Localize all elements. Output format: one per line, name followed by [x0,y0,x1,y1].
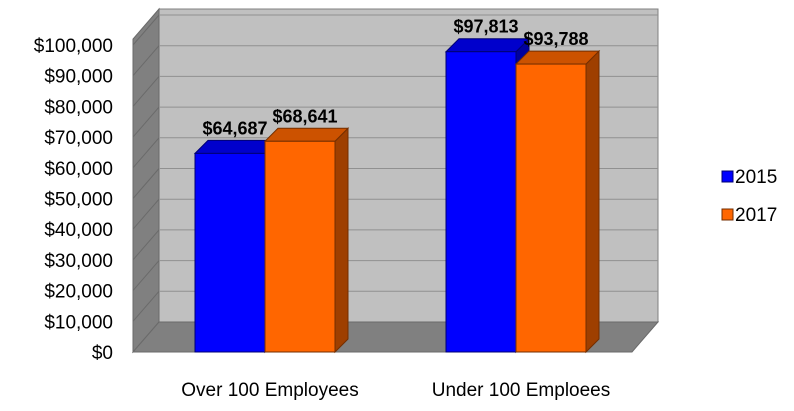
bar-front [445,51,517,353]
gridline-side [132,76,160,107]
legend-swatch [721,208,734,221]
bar-top [444,38,531,53]
legend-label: 2017 [735,205,777,226]
y-tick-label: $40,000 [44,220,113,241]
bar-side [585,49,600,354]
gridline-side [132,168,160,199]
y-tick-label: $30,000 [44,251,113,272]
gridline-side [132,137,160,169]
y-tick-label: $60,000 [44,159,113,180]
x-axis-labels: Over 100 Employees Under 100 Emploees [181,380,610,401]
bar-2017-1 [514,49,601,354]
bar-front [515,63,587,353]
bar-top [263,127,350,142]
gridline-side [132,229,160,261]
data-label: $97,813 [453,17,518,37]
y-tick-label: $10,000 [44,312,113,333]
gridline-side [132,106,160,138]
gridline-side [132,45,160,77]
bar-side [334,127,349,354]
y-tick-label: $50,000 [44,190,113,211]
bar-2017-0 [263,127,350,354]
legend-label: 2015 [735,167,777,188]
data-label: $68,641 [272,106,337,126]
gridline-side [132,198,160,230]
data-label: $64,687 [202,118,267,138]
legend: 2015 2017 [721,167,777,226]
x-tick-label: Under 100 Emploees [432,380,611,401]
y-tick-label: $70,000 [44,128,113,149]
data-label: $93,788 [523,29,588,49]
bars [193,37,601,354]
legend-swatch [721,170,734,183]
bar-front [264,140,336,353]
y-tick-label: $80,000 [44,97,113,118]
gridline-side [132,260,160,291]
data-labels: $64,687$68,641 $97,813$93,788 [202,17,588,139]
y-axis-ticks: $0 $10,000 $20,000 $30,000 $40,000 $50,000 $60… [34,36,113,364]
bar-front [194,152,266,353]
gridline-side [132,14,160,46]
y-tick-label: $0 [92,343,113,364]
gridline-side [132,290,160,322]
y-tick-label: $90,000 [44,67,113,88]
x-tick-label: Over 100 Employees [181,380,358,401]
y-tick-label: $20,000 [44,282,113,303]
y-tick-label: $100,000 [34,36,113,57]
bar-top [514,50,601,65]
